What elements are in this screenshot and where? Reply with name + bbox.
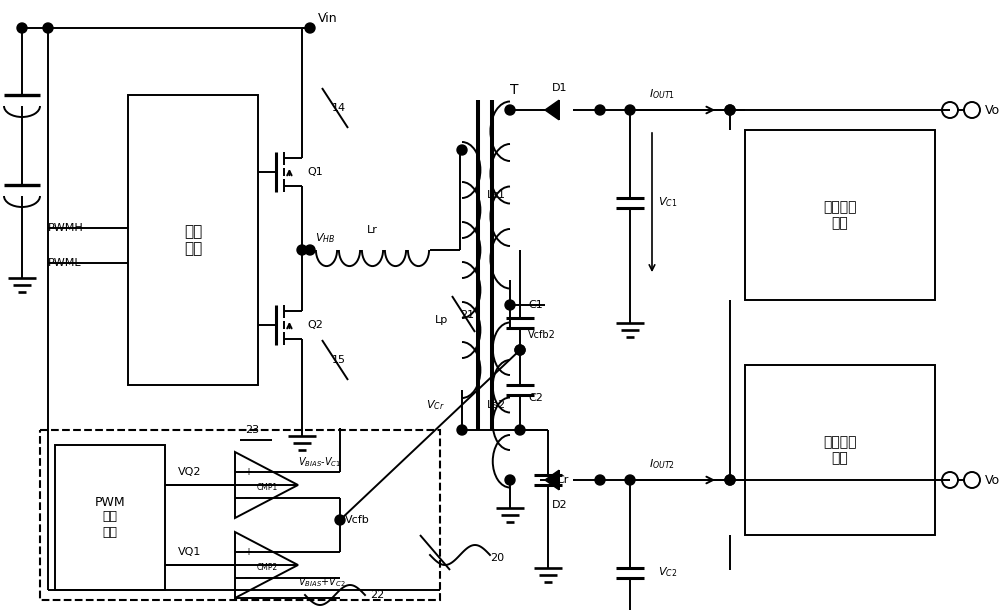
Text: 21: 21 <box>460 310 474 320</box>
Text: $V_{BIAS}$-$V_{C1}$: $V_{BIAS}$-$V_{C1}$ <box>298 455 341 469</box>
Circle shape <box>17 23 27 33</box>
Circle shape <box>725 105 735 115</box>
Circle shape <box>515 345 525 355</box>
FancyBboxPatch shape <box>745 130 935 300</box>
Text: VQ1: VQ1 <box>178 547 201 557</box>
Text: C2: C2 <box>528 393 543 403</box>
Circle shape <box>625 475 635 485</box>
Circle shape <box>595 105 605 115</box>
Circle shape <box>515 425 525 435</box>
FancyBboxPatch shape <box>55 445 165 590</box>
Text: +: + <box>244 467 252 478</box>
Text: 23: 23 <box>245 425 259 435</box>
Text: $V_{C1}$: $V_{C1}$ <box>658 195 677 209</box>
Text: $I_{OUT1}$: $I_{OUT1}$ <box>649 87 675 101</box>
Circle shape <box>515 345 525 355</box>
Circle shape <box>305 245 315 255</box>
Text: Ls1: Ls1 <box>487 190 506 200</box>
Circle shape <box>505 105 515 115</box>
Text: 14: 14 <box>332 103 346 113</box>
Text: Lr: Lr <box>367 225 377 235</box>
Text: Cr: Cr <box>556 475 568 485</box>
Text: T: T <box>510 83 518 97</box>
Text: $V_{HB}$: $V_{HB}$ <box>315 231 335 245</box>
Text: CMP2: CMP2 <box>256 562 278 572</box>
Text: +: + <box>244 547 252 558</box>
Text: Q2: Q2 <box>307 320 323 330</box>
Circle shape <box>725 475 735 485</box>
Text: CMP1: CMP1 <box>256 483 278 492</box>
Text: $V_{C2}$: $V_{C2}$ <box>658 565 677 579</box>
Text: Vcfb2: Vcfb2 <box>528 330 556 340</box>
FancyBboxPatch shape <box>745 365 935 535</box>
Text: 驱动
电路: 驱动 电路 <box>184 224 202 256</box>
Text: D2: D2 <box>552 500 568 510</box>
Text: Lp: Lp <box>435 315 448 325</box>
Text: $V_{Cr}$: $V_{Cr}$ <box>426 398 445 412</box>
Circle shape <box>457 425 467 435</box>
Text: −: − <box>244 493 253 503</box>
Text: $I_{OUT2}$: $I_{OUT2}$ <box>649 457 675 471</box>
Text: Vo2: Vo2 <box>985 473 1000 487</box>
Text: PWM
逻辑
电路: PWM 逻辑 电路 <box>95 495 125 539</box>
Circle shape <box>43 23 53 33</box>
Text: 22: 22 <box>370 590 384 600</box>
Text: Vo1: Vo1 <box>985 104 1000 117</box>
Text: PWMH: PWMH <box>48 223 84 233</box>
Circle shape <box>625 105 635 115</box>
Text: $V_{BIAS}$+$V_{C2}$: $V_{BIAS}$+$V_{C2}$ <box>298 575 346 589</box>
Text: Q1: Q1 <box>307 167 323 177</box>
FancyBboxPatch shape <box>128 95 258 385</box>
Polygon shape <box>545 470 559 490</box>
Text: C1: C1 <box>528 300 543 310</box>
Circle shape <box>505 300 515 310</box>
Text: 第二控制
电路: 第二控制 电路 <box>823 435 857 465</box>
Text: PWML: PWML <box>48 258 82 268</box>
Text: 第一控制
电路: 第一控制 电路 <box>823 200 857 230</box>
Circle shape <box>725 475 735 485</box>
Text: −: − <box>244 573 253 583</box>
Text: 20: 20 <box>490 553 504 563</box>
Text: Vcfb: Vcfb <box>345 515 370 525</box>
Circle shape <box>505 475 515 485</box>
Circle shape <box>335 515 345 525</box>
Circle shape <box>595 475 605 485</box>
Text: Vin: Vin <box>318 12 338 24</box>
Circle shape <box>297 245 307 255</box>
Text: D1: D1 <box>552 83 568 93</box>
Text: Ls2: Ls2 <box>487 400 506 410</box>
Text: 15: 15 <box>332 355 346 365</box>
Text: VQ2: VQ2 <box>178 467 202 477</box>
Circle shape <box>457 145 467 155</box>
Circle shape <box>725 105 735 115</box>
Polygon shape <box>545 100 559 120</box>
Circle shape <box>305 23 315 33</box>
